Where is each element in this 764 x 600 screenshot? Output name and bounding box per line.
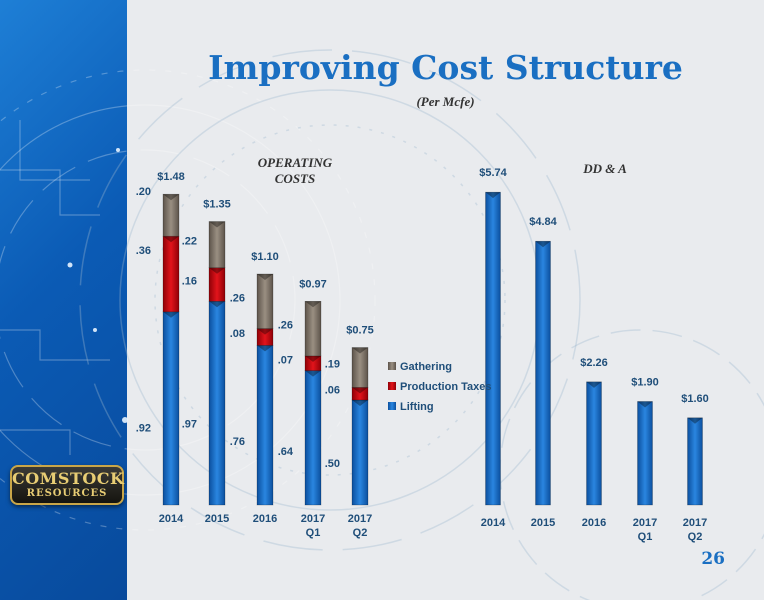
- slide-subtitle: (Per Mcfe): [416, 94, 475, 109]
- lifting-cap-3: [305, 370, 321, 377]
- total-label-1: $1.35: [203, 199, 231, 211]
- production-taxes-label-0: .36: [136, 245, 151, 257]
- lifting-label-3: .64: [278, 446, 294, 458]
- gathering-label-4: .19: [325, 358, 340, 370]
- total-label-3: $0.97: [299, 278, 327, 290]
- lifting-segment-4: [351, 399, 369, 506]
- dda-cap-0: [485, 192, 501, 199]
- category-label-1: 2015: [205, 513, 229, 525]
- total-label-4: $0.75: [346, 325, 374, 337]
- production-taxes-cap-2: [257, 328, 273, 335]
- lifting-label-4: .50: [325, 458, 340, 470]
- dda-bar-2: [586, 381, 602, 506]
- production-taxes-label-3: .07: [278, 354, 293, 366]
- dda-bar-1: [535, 240, 551, 506]
- dda-value-label-4: $1.60: [681, 393, 709, 405]
- production-taxes-cap-1: [209, 267, 225, 274]
- legend-swatch-gathering: [388, 362, 396, 370]
- lifting-segment-1: [208, 300, 226, 506]
- lifting-label-2: .76: [230, 436, 245, 448]
- gathering-cap-3: [305, 301, 321, 308]
- production-taxes-label-4: .06: [325, 385, 340, 397]
- total-label-2: $1.10: [251, 251, 279, 263]
- lifting-cap-2: [257, 345, 273, 352]
- dda-category-label-0: 2014: [481, 517, 506, 529]
- lifting-segment-3: [304, 370, 322, 506]
- dda-value-label-1: $4.84: [529, 216, 557, 228]
- lifting-cap-1: [209, 301, 225, 308]
- production-taxes-segment-0: [162, 235, 180, 313]
- dda-value-label-0: $5.74: [479, 167, 507, 179]
- gathering-label-3: .26: [278, 320, 293, 332]
- category-label-0: 2014: [159, 513, 184, 525]
- production-taxes-cap-4: [352, 387, 368, 394]
- legend-label-lifting: Lifting: [400, 401, 434, 413]
- dda-value-label-3: $1.90: [631, 376, 659, 388]
- gathering-segment-0: [162, 193, 180, 237]
- dda-cap-4: [687, 417, 703, 424]
- lifting-segment-0: [162, 311, 180, 506]
- production-taxes-label-2: .08: [230, 328, 245, 340]
- gathering-cap-2: [257, 274, 273, 280]
- operating-costs-title: OPERATING COSTS: [257, 155, 333, 186]
- legend-swatch-lifting: [388, 402, 396, 410]
- dda-category-label-4: 2017 Q2: [683, 517, 707, 543]
- dda-title: DD & A: [583, 161, 627, 176]
- total-label-0: $1.48: [157, 171, 185, 183]
- legend-label-production-taxes: Production Taxes: [400, 381, 491, 393]
- gathering-cap-1: [209, 221, 225, 228]
- gathering-segment-1: [208, 221, 226, 269]
- dda-cap-1: [535, 241, 551, 248]
- operating-costs-chart: .92 .36 .20 $1.48 2014 .97 .16 .22 $1.35 2015 .76.…: [136, 171, 374, 539]
- category-label-4: 2017 Q2: [348, 513, 372, 539]
- dda-cap-3: [637, 401, 653, 408]
- gathering-cap-0: [163, 194, 179, 201]
- category-label-3: 2017 Q1: [301, 513, 325, 539]
- dda-chart: $5.74 2014 $4.84 2015 $2.26 2016 $1.90 2017 Q1 $1…: [479, 167, 709, 543]
- dda-value-label-2: $2.26: [580, 357, 608, 369]
- company-logo: COMSTOCK RESOURCES: [10, 465, 124, 505]
- production-taxes-cap-3: [305, 355, 321, 362]
- dda-category-label-2: 2016: [582, 517, 606, 529]
- lifting-segment-2: [256, 345, 274, 506]
- dda-bar-0: [485, 191, 501, 506]
- slide-title: Improving Cost Structure: [208, 48, 683, 87]
- lifting-cap-0: [163, 311, 179, 318]
- production-taxes-label-1: .16: [182, 276, 197, 288]
- lifting-label-0: .92: [136, 423, 151, 435]
- gathering-segment-3: [304, 300, 322, 357]
- page-number: 26: [701, 549, 725, 569]
- lifting-label-1: .97: [182, 419, 197, 431]
- legend-label-gathering: Gathering: [400, 361, 452, 373]
- lifting-cap-4: [352, 400, 368, 406]
- dda-bar-4: [687, 417, 703, 506]
- production-taxes-cap-0: [163, 236, 179, 243]
- dda-category-label-1: 2015: [531, 517, 555, 529]
- gathering-segment-4: [351, 347, 369, 388]
- gathering-label-2: .26: [230, 292, 245, 304]
- gathering-cap-4: [352, 347, 368, 354]
- dda-bar-3: [637, 401, 653, 506]
- gathering-label-1: .22: [182, 236, 197, 248]
- category-label-2: 2016: [253, 513, 277, 525]
- operating-costs-legend: Gathering Production Taxes Lifting: [388, 361, 491, 413]
- dda-category-label-3: 2017 Q1: [633, 517, 657, 543]
- gathering-segment-2: [256, 273, 274, 329]
- gathering-label-0: .20: [136, 186, 151, 198]
- legend-swatch-production-taxes: [388, 382, 396, 390]
- dda-cap-2: [586, 381, 602, 388]
